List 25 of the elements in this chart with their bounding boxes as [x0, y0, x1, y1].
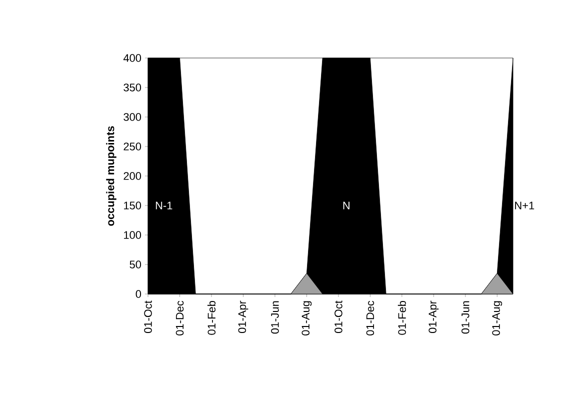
- y-tick-label: 150: [124, 202, 142, 210]
- x-tick-label: 01-Aug: [492, 301, 502, 336]
- y-tick-label: 100: [124, 231, 142, 239]
- x-tick-label: 01-Oct: [144, 300, 152, 333]
- y-tick-label: 250: [124, 142, 142, 150]
- annotation: N: [343, 202, 350, 210]
- x-tick-label: 01-Aug: [302, 301, 312, 336]
- text: N+1: [515, 202, 534, 210]
- y-tick-label: 200: [124, 172, 142, 180]
- x-tick-label: 01-Dec: [366, 300, 374, 336]
- x-tick-label: 01-Jun: [271, 301, 279, 334]
- y-tick-label: 400: [123, 54, 142, 62]
- y-tick-label: 300: [124, 113, 142, 121]
- x-tick-label: 01-Dec: [176, 300, 184, 336]
- x-tick-label: 01-Feb: [207, 300, 216, 335]
- y-tick-label: 350: [124, 84, 142, 92]
- x-tick-label: 01-Feb: [398, 300, 406, 335]
- annotation: N-1: [156, 202, 172, 210]
- x-tick-label: 01-Apr: [238, 300, 248, 333]
- y-tick-label: 0: [136, 290, 142, 298]
- x-tick-label: 01-Oct: [334, 300, 342, 333]
- x-tick-label: 01-Apr: [428, 300, 439, 333]
- y-tick-label: 50: [130, 260, 142, 268]
- y-axis-title: occupied mupoints: [106, 126, 116, 226]
- x-tick-label: 01-Jun: [462, 301, 470, 334]
